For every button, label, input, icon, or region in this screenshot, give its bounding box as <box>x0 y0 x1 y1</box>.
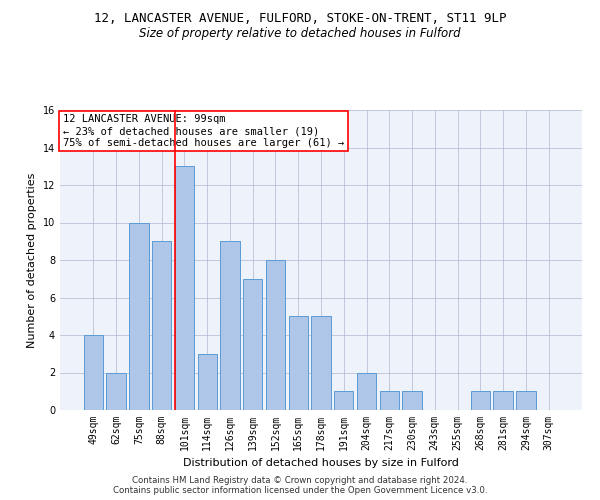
Bar <box>403 391 422 410</box>
Bar <box>289 316 308 410</box>
Text: Contains public sector information licensed under the Open Government Licence v3: Contains public sector information licen… <box>113 486 487 495</box>
Bar <box>357 372 376 410</box>
Bar <box>493 391 513 410</box>
Bar <box>220 242 239 410</box>
Y-axis label: Number of detached properties: Number of detached properties <box>27 172 37 348</box>
Text: 12, LANCASTER AVENUE, FULFORD, STOKE-ON-TRENT, ST11 9LP: 12, LANCASTER AVENUE, FULFORD, STOKE-ON-… <box>94 12 506 26</box>
Text: 12 LANCASTER AVENUE: 99sqm
← 23% of detached houses are smaller (19)
75% of semi: 12 LANCASTER AVENUE: 99sqm ← 23% of deta… <box>62 114 344 148</box>
Bar <box>175 166 194 410</box>
Bar <box>266 260 285 410</box>
Bar <box>243 279 262 410</box>
Bar <box>516 391 536 410</box>
Bar <box>129 222 149 410</box>
Text: Contains HM Land Registry data © Crown copyright and database right 2024.: Contains HM Land Registry data © Crown c… <box>132 476 468 485</box>
Text: Size of property relative to detached houses in Fulford: Size of property relative to detached ho… <box>139 28 461 40</box>
Bar <box>197 354 217 410</box>
Bar <box>470 391 490 410</box>
Bar <box>311 316 331 410</box>
Bar <box>334 391 353 410</box>
Bar <box>84 335 103 410</box>
Bar <box>380 391 399 410</box>
X-axis label: Distribution of detached houses by size in Fulford: Distribution of detached houses by size … <box>183 458 459 468</box>
Bar <box>152 242 172 410</box>
Bar <box>106 372 126 410</box>
